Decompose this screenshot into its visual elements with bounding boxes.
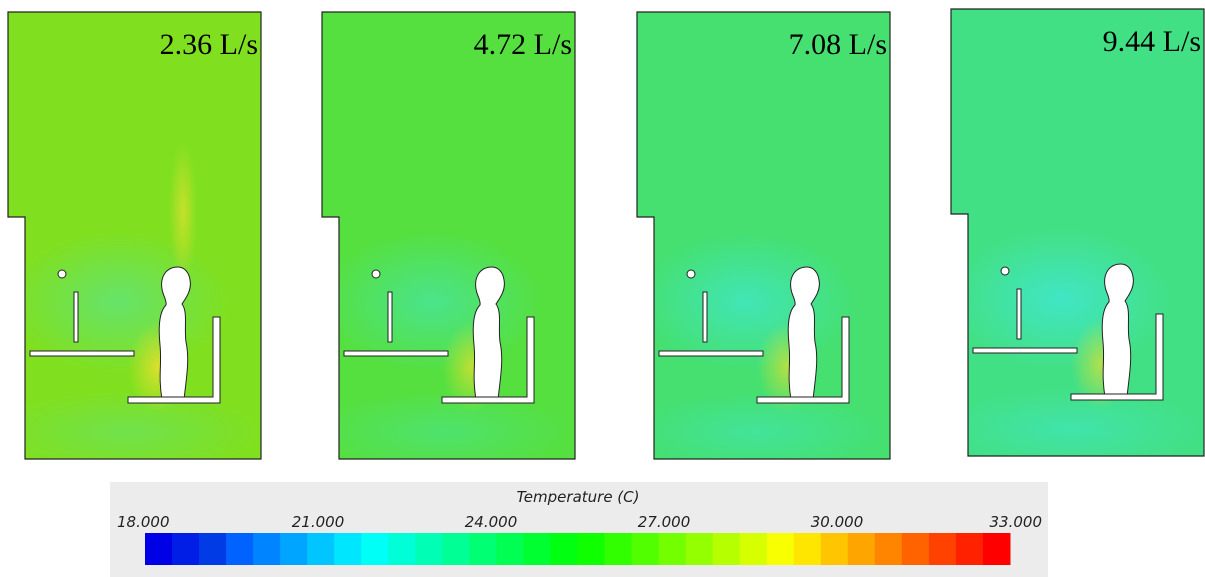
colorbar-swatch bbox=[874, 533, 903, 565]
colorbar-swatch bbox=[415, 533, 443, 565]
colorbar-swatch bbox=[199, 533, 227, 565]
colorbar-swatch bbox=[145, 533, 173, 565]
lamp bbox=[57, 269, 67, 279]
colorbar-swatch bbox=[172, 533, 200, 565]
colorbar-swatch bbox=[496, 533, 524, 565]
colorbar-swatch bbox=[901, 533, 930, 565]
colorbar-tick-label: 24.000 bbox=[465, 513, 518, 531]
desk bbox=[29, 350, 135, 357]
colorbar-swatch bbox=[766, 533, 795, 565]
colorbar-swatch bbox=[280, 533, 308, 565]
panel-label: 9.44 L/s bbox=[1103, 25, 1201, 58]
colorbar-swatch bbox=[820, 533, 849, 565]
panel: 4.72 L/s bbox=[321, 11, 576, 460]
panel-label: 4.72 L/s bbox=[474, 28, 572, 61]
colorbar-swatch bbox=[442, 533, 470, 565]
occupant bbox=[158, 266, 191, 401]
colorbar-swatch bbox=[847, 533, 876, 565]
colorbar-tick-label: 18.000 bbox=[117, 513, 170, 531]
colorbar-swatch bbox=[307, 533, 335, 565]
colorbar-title: Temperature (C) bbox=[517, 488, 640, 506]
monitor bbox=[1016, 288, 1022, 340]
room-outline bbox=[321, 11, 576, 460]
lamp bbox=[1000, 266, 1010, 276]
colorbar-swatch bbox=[685, 533, 714, 565]
colorbar-swatch bbox=[739, 533, 768, 565]
colorbar-swatch bbox=[712, 533, 741, 565]
colorbar-tick-label: 21.000 bbox=[292, 513, 345, 531]
cool-region bbox=[637, 392, 887, 459]
colorbar-swatch bbox=[982, 533, 1011, 565]
desk bbox=[972, 347, 1078, 354]
colorbar-swatch bbox=[253, 533, 281, 565]
colorbar-swatch bbox=[388, 533, 416, 565]
room-outline bbox=[7, 11, 262, 460]
occupant bbox=[472, 266, 505, 401]
colorbar-swatch bbox=[469, 533, 497, 565]
lamp bbox=[371, 269, 381, 279]
panel-label: 2.36 L/s bbox=[160, 28, 258, 61]
cool-region bbox=[8, 392, 258, 459]
occupant bbox=[1101, 263, 1134, 398]
room-outline bbox=[636, 11, 891, 460]
panel: 9.44 L/s bbox=[950, 8, 1205, 457]
chair bbox=[756, 316, 850, 404]
colorbar-swatch bbox=[226, 533, 254, 565]
chair bbox=[441, 316, 535, 404]
room-outline bbox=[950, 8, 1205, 457]
colorbar-swatch bbox=[658, 533, 687, 565]
colorbar-swatch bbox=[523, 533, 551, 565]
monitor bbox=[73, 291, 79, 343]
colorbar-swatch bbox=[334, 533, 362, 565]
colorbar-swatch bbox=[955, 533, 984, 565]
panel: 2.36 L/s bbox=[7, 11, 262, 460]
desk bbox=[343, 350, 449, 357]
warm-plume bbox=[169, 142, 197, 282]
chair bbox=[1070, 313, 1164, 401]
monitor bbox=[702, 291, 708, 343]
colorbar-tick-label: 30.000 bbox=[811, 513, 864, 531]
occupant bbox=[787, 266, 820, 401]
cool-region bbox=[951, 389, 1201, 456]
colorbar-swatch bbox=[928, 533, 957, 565]
colorbar-tick-label: 27.000 bbox=[638, 513, 691, 531]
cool-region bbox=[322, 392, 572, 459]
field bbox=[322, 12, 575, 459]
monitor bbox=[387, 291, 393, 343]
chair bbox=[127, 316, 221, 404]
colorbar-swatch bbox=[550, 533, 578, 565]
colorbar-tick-label: 33.000 bbox=[990, 513, 1043, 531]
colorbar-swatch bbox=[577, 533, 606, 565]
colorbar-swatch bbox=[361, 533, 389, 565]
panel-label: 7.08 L/s bbox=[789, 28, 887, 61]
colorbar-swatch bbox=[793, 533, 822, 565]
panel: 7.08 L/s bbox=[636, 11, 891, 460]
colorbar-swatch bbox=[604, 533, 633, 565]
desk bbox=[658, 350, 764, 357]
lamp bbox=[686, 269, 696, 279]
colorbar-swatch bbox=[631, 533, 660, 565]
